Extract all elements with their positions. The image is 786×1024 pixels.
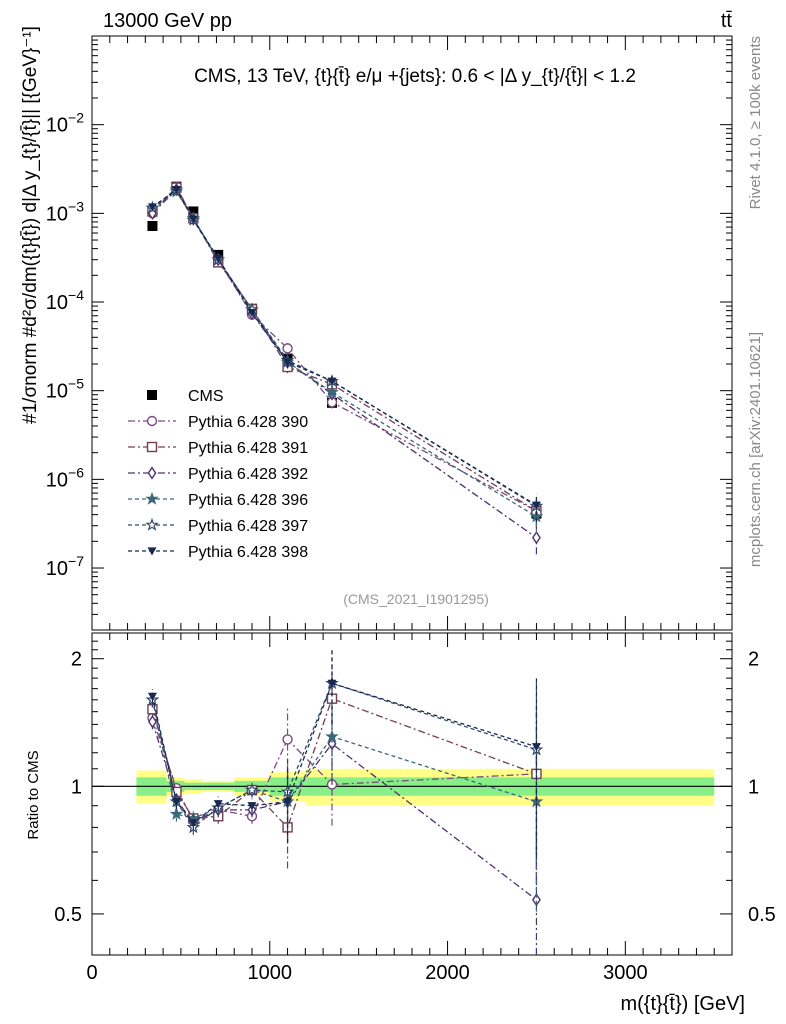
- header-process: 13000 GeV pp: [103, 10, 232, 32]
- rivet-label: Rivet 4.1.0, ≥ 100k events: [747, 36, 764, 209]
- ratio-y-tick-label: 0.5: [54, 904, 82, 926]
- legend-marker: [147, 390, 157, 400]
- mc-point: [171, 186, 181, 195]
- chart-title: CMS, 13 TeV, {t}{t̄} e/μ +{jets}: 0.6 < …: [194, 66, 636, 87]
- main-series-line: [151, 188, 537, 539]
- main-plot-frame: [91, 35, 733, 631]
- ratio-point: [325, 729, 339, 743]
- ratio-y-tick-label: 1: [71, 776, 82, 798]
- x-axis-label: m({t}{t̄}) [GeV]: [620, 993, 745, 1015]
- ratio-point: [188, 819, 198, 828]
- ratio-y-tick-label-right: 2: [748, 649, 759, 671]
- ratio-point: [245, 782, 259, 796]
- legend-marker: [146, 415, 158, 427]
- legend-label: Pythia 6.428 392: [188, 466, 308, 483]
- y-axis-label: #1/σnorm #d²σ/dm({t}{t̄}) d|Δ y_{t}/{t̄}…: [20, 26, 41, 424]
- header-final-state: tt̄: [721, 10, 733, 32]
- mc-point: [247, 308, 257, 318]
- ratio-y-tick-label: 2: [71, 649, 82, 671]
- legend-label: Pythia 6.428 391: [188, 440, 308, 457]
- ratio-point: [171, 798, 181, 807]
- ratio-y-axis-label: Ratio to CMS: [25, 750, 42, 839]
- main-y-tick-label: 10−5: [46, 376, 84, 403]
- mc-point: [325, 385, 339, 399]
- legend-marker: [147, 466, 157, 480]
- ratio-point: [213, 800, 223, 809]
- main-y-tick-label: 10−6: [46, 464, 84, 491]
- mc-point: [282, 343, 293, 354]
- mc-point: [213, 254, 223, 263]
- main-y-tick-label: 10−2: [46, 110, 84, 137]
- ratio-series-line: [151, 682, 537, 824]
- legend-label: Pythia 6.428 398: [188, 544, 308, 561]
- legend-label: CMS: [188, 388, 224, 405]
- legend-label: Pythia 6.428 397: [188, 518, 308, 535]
- legend-marker: [147, 547, 157, 556]
- x-tick-label: 2000: [425, 962, 470, 984]
- ratio-point: [327, 679, 337, 688]
- main-series-line: [151, 185, 537, 512]
- mc-point: [531, 501, 541, 510]
- mc-point: [532, 530, 541, 545]
- legend-marker: [145, 491, 159, 505]
- x-tick-label: 3000: [603, 962, 648, 984]
- ratio-point: [532, 893, 541, 907]
- ratio-y-tick-label-right: 1: [748, 776, 759, 798]
- mcplots-label: mcplots.cern.ch [arXiv:2401.10621]: [747, 332, 764, 567]
- x-tick-label: 0: [86, 962, 97, 984]
- main-y-tick-label: 10−3: [46, 198, 84, 225]
- ratio-point: [531, 743, 541, 752]
- ratio-point: [282, 734, 293, 745]
- legend-label: Pythia 6.428 390: [188, 414, 308, 431]
- main-y-tick-label: 10−7: [46, 553, 84, 580]
- legend-label: Pythia 6.428 396: [188, 492, 308, 509]
- ratio-point: [169, 806, 184, 820]
- ratio-series-line: [151, 682, 537, 829]
- main-series-line: [151, 186, 537, 512]
- main-series-line: [152, 188, 537, 507]
- main-series-line: [152, 188, 537, 506]
- x-tick-label: 1000: [248, 962, 293, 984]
- ratio-point: [148, 715, 157, 729]
- ratio-point: [247, 802, 257, 811]
- mc-point: [327, 377, 337, 386]
- data-point: [147, 220, 158, 231]
- legend-marker: [146, 441, 158, 453]
- ratio-point: [147, 692, 157, 701]
- analysis-watermark: (CMS_2021_I1901295): [343, 591, 489, 607]
- mc-point: [147, 203, 157, 212]
- ratio-y-tick-label-right: 0.5: [748, 904, 776, 926]
- ratio-series-line: [151, 697, 537, 829]
- legend-marker: [145, 517, 159, 531]
- mc-point: [283, 358, 293, 367]
- ratio-point: [283, 798, 293, 807]
- main-y-tick-label: 10−4: [46, 287, 84, 314]
- mc-point: [188, 215, 198, 224]
